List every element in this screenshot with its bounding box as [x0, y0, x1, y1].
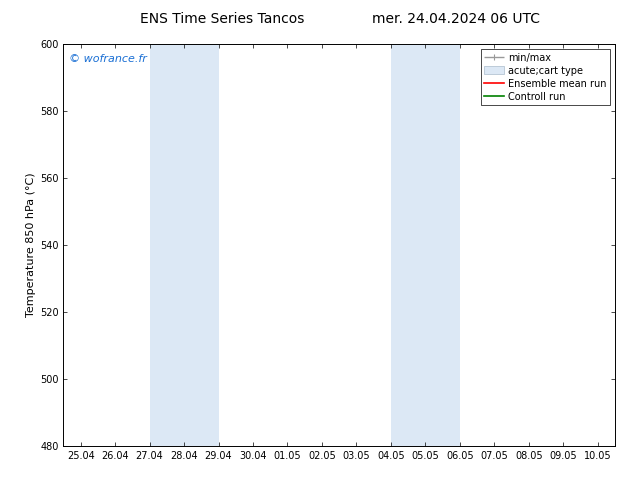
Bar: [391, 44, 460, 446]
Y-axis label: Temperature 850 hPa (°C): Temperature 850 hPa (°C): [26, 172, 36, 318]
Text: ENS Time Series Tancos: ENS Time Series Tancos: [139, 12, 304, 26]
Bar: [150, 44, 219, 446]
Text: © wofrance.fr: © wofrance.fr: [69, 54, 147, 64]
Legend: min/max, acute;cart type, Ensemble mean run, Controll run: min/max, acute;cart type, Ensemble mean …: [481, 49, 610, 105]
Text: mer. 24.04.2024 06 UTC: mer. 24.04.2024 06 UTC: [373, 12, 540, 26]
